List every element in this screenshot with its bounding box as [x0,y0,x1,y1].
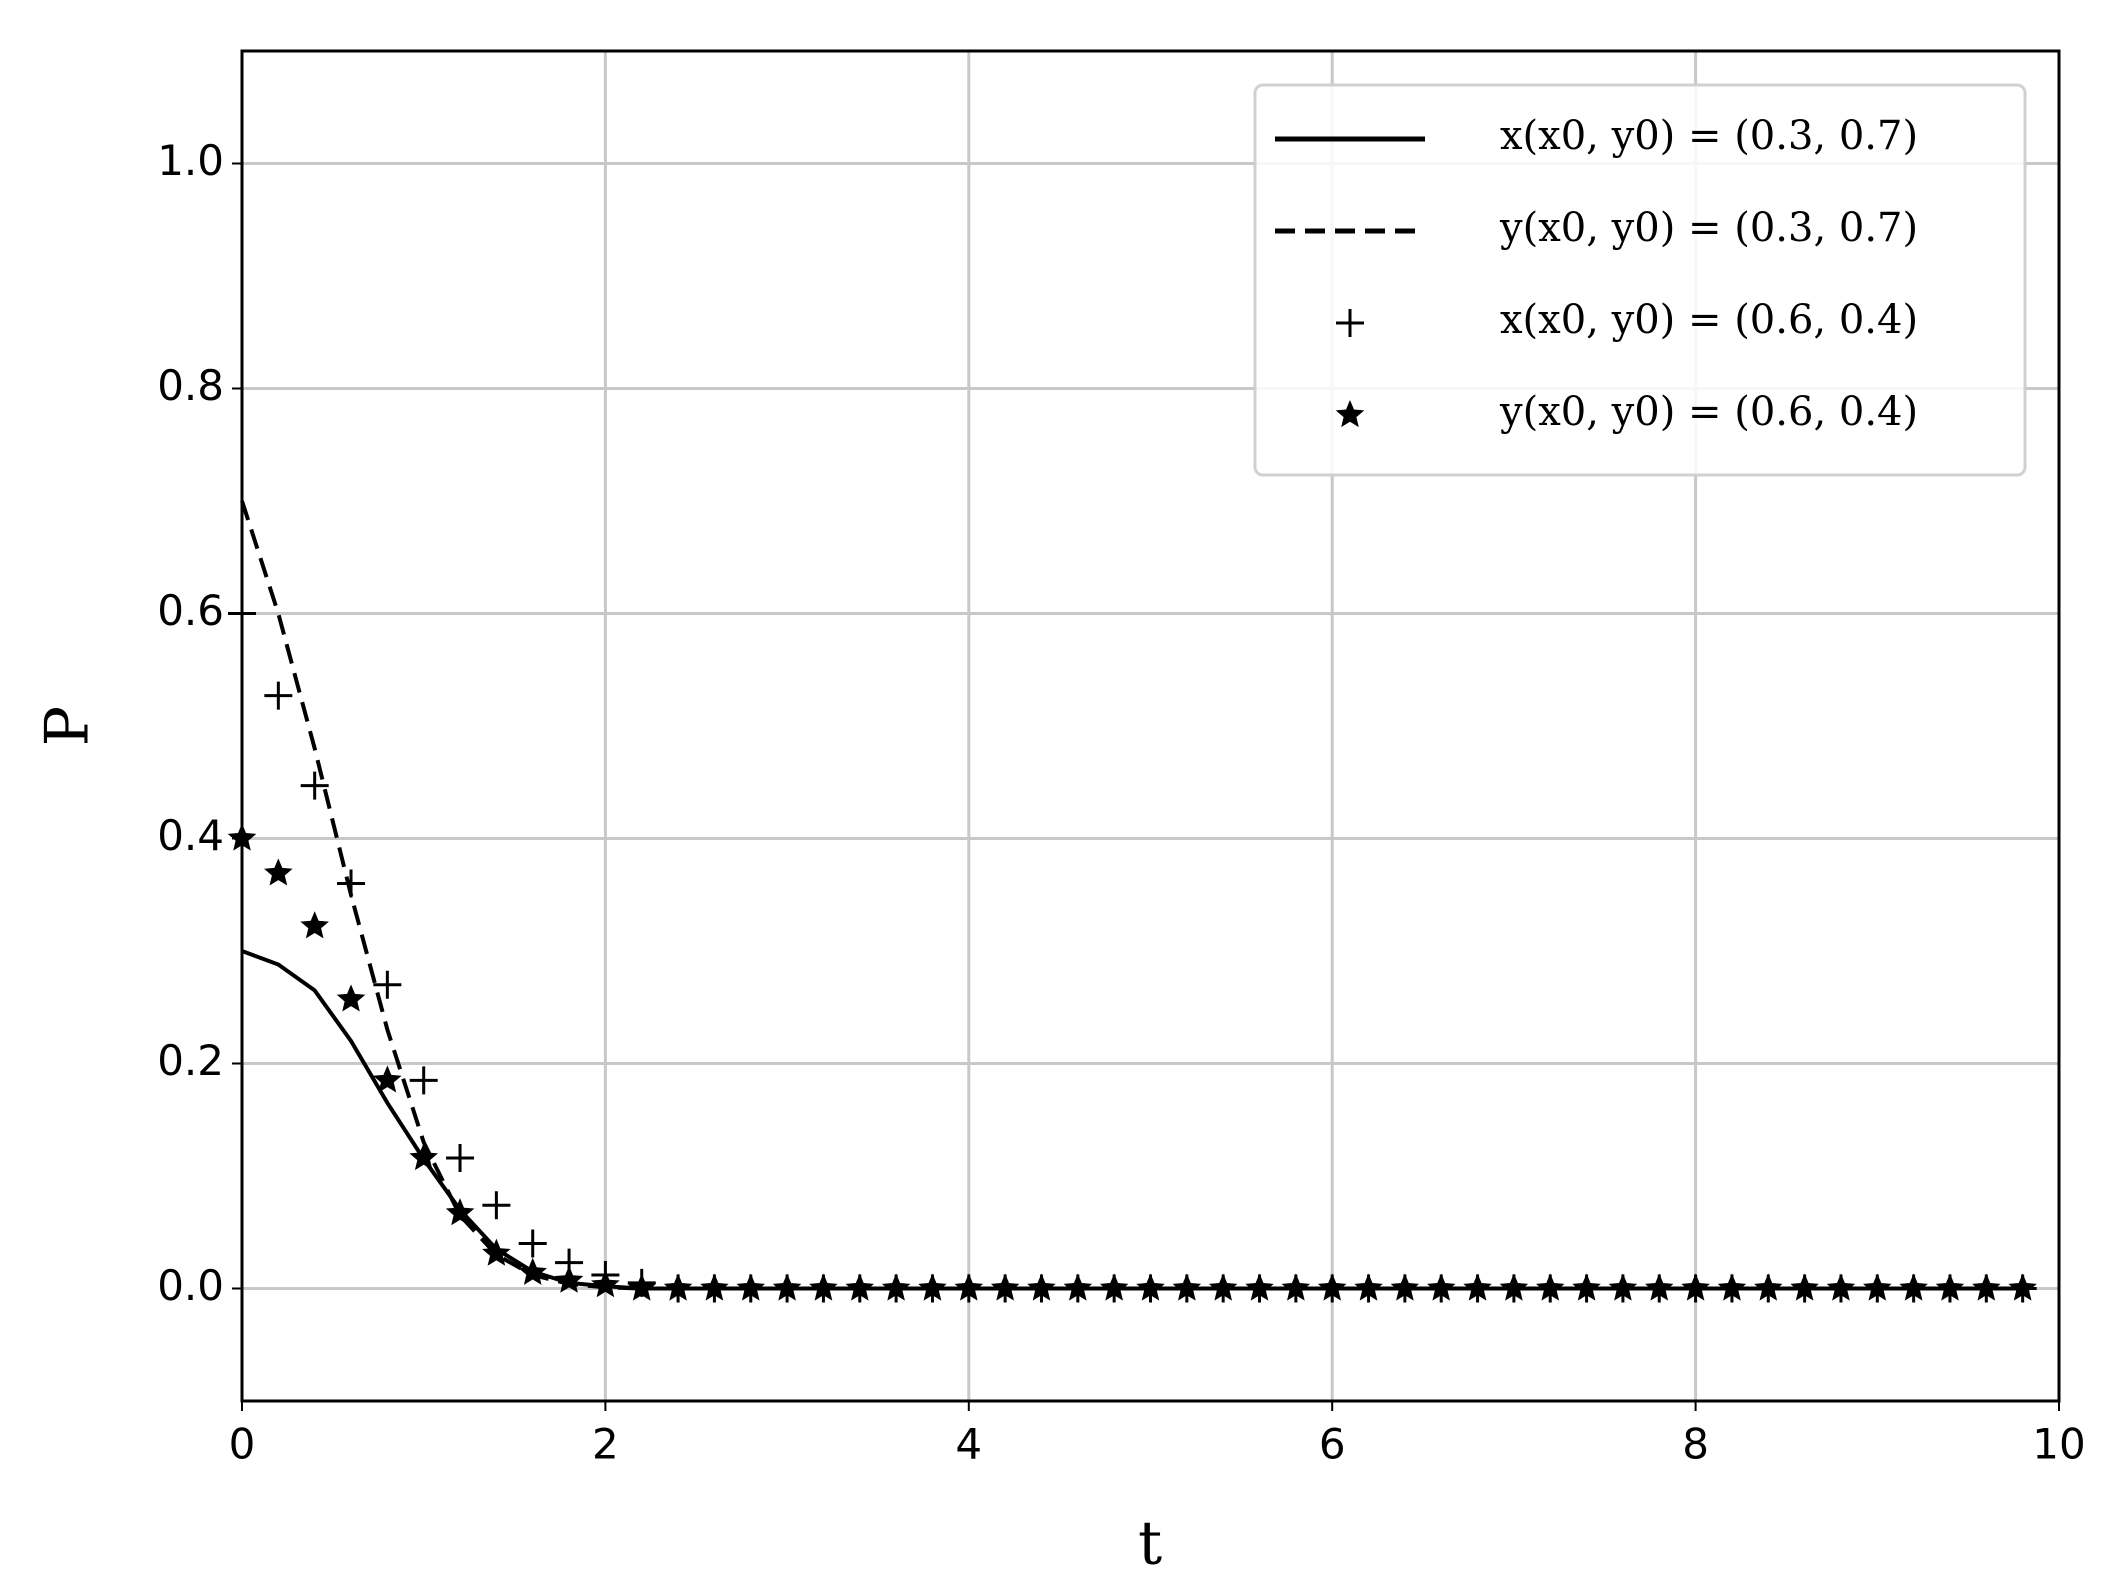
star-marker [264,858,293,886]
y-tick-label: 1.0 [157,136,224,185]
star-marker [1281,1273,1311,1301]
star-marker [1208,1273,1238,1301]
star-marker [300,911,329,939]
star-marker [1536,1273,1565,1301]
star-marker [482,1238,511,1266]
star-marker [409,1143,438,1171]
star-marker [1717,1273,1747,1301]
star-marker [663,1273,693,1301]
star-marker [445,1198,475,1226]
legend-label: x(x0, y0) = (0.6, 0.4) [1500,297,1918,343]
star-marker [627,1273,656,1301]
x-tick-label: 8 [1682,1420,1709,1469]
x-tick-label: 2 [592,1420,619,1469]
star-marker [554,1265,584,1293]
plus-marker [337,869,366,898]
star-marker [1027,1273,1056,1301]
star-marker [227,823,257,851]
star-marker [700,1273,729,1301]
star-marker [1136,1273,1165,1301]
star-marker [518,1257,547,1285]
line-series [241,949,2023,1291]
star-marker [845,1273,874,1301]
star-marker [1063,1273,1093,1301]
star-marker [1390,1273,1420,1301]
star-marker [1245,1273,1274,1301]
star-marker [1354,1273,1383,1301]
legend-label: y(x0, y0) = (0.6, 0.4) [1499,389,1918,435]
star-marker [1935,1273,1965,1301]
star-marker [1463,1273,1492,1301]
x-tick-label: 4 [955,1420,982,1469]
star-marker [373,1065,402,1093]
star-marker [1572,1273,1601,1301]
plus-marker [228,599,256,628]
y-tick-label: 0.8 [157,361,224,410]
legend-box [1253,83,2027,477]
star-marker [1427,1273,1456,1301]
legend-swatch [1335,400,1365,428]
star-marker [1099,1273,1129,1301]
y-tick-label: 0.4 [157,811,224,860]
plus-marker [446,1144,475,1172]
plus-marker [518,1229,547,1258]
y-tick-label: 0.0 [157,1261,224,1310]
legend-label: y(x0, y0) = (0.3, 0.7) [1499,205,1918,251]
x-tick-label: 0 [229,1420,256,1469]
star-marker [1608,1273,1638,1301]
star-marker [881,1273,911,1301]
star-marker [2008,1273,2037,1301]
plus-marker [482,1191,511,1220]
star-marker [1899,1273,1928,1301]
star-marker [1826,1273,1856,1301]
star-marker [1499,1273,1529,1301]
star-marker [1172,1273,1202,1301]
star-marker [1645,1273,1674,1301]
star-marker [990,1273,1020,1301]
line-series [240,500,2023,1291]
star-marker [1972,1273,2001,1301]
star-marker [1681,1273,1710,1301]
legend-label: x(x0, y0) = (0.3, 0.7) [1500,113,1918,159]
plus-marker [264,681,293,710]
x-tick-label: 10 [2032,1420,2085,1469]
y-axis-label: P [33,706,103,746]
plus-marker [373,970,402,999]
star-marker [809,1273,838,1301]
x-tick-label: 6 [1319,1420,1346,1469]
plus-marker [409,1066,438,1095]
star-marker [954,1273,984,1301]
plot-frame [240,49,2061,1403]
x-axis-label: t [1138,1509,1162,1579]
star-marker [736,1273,765,1301]
y-tick-label: 0.2 [157,1036,224,1085]
legend-swatch [1336,309,1364,337]
star-marker [918,1273,947,1301]
star-marker [1790,1273,1819,1301]
star-marker [1863,1273,1892,1301]
plus-marker [300,771,329,800]
star-marker [772,1273,802,1301]
star-marker [1317,1273,1347,1301]
y-tick-label: 0.6 [157,586,224,635]
star-marker [1754,1273,1783,1301]
star-marker [336,984,366,1012]
star-marker [591,1270,620,1298]
